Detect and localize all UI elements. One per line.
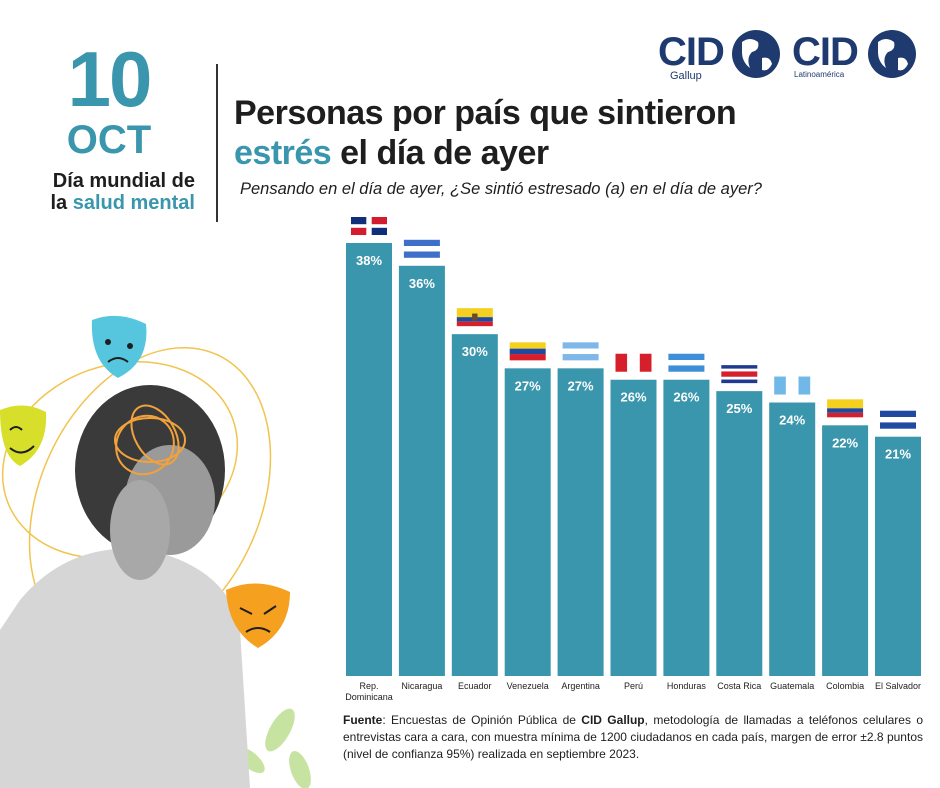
flag-venezuela-icon <box>509 342 546 361</box>
bar <box>557 368 604 676</box>
date-day: 10 <box>67 35 153 123</box>
globe-icon <box>732 30 780 78</box>
source-note: Fuente: Encuestas de Opinión Pública de … <box>343 713 923 761</box>
bar <box>769 402 816 676</box>
flag-el-salvador-icon <box>880 410 916 429</box>
data-label: 30% <box>462 344 488 359</box>
bar <box>504 368 551 676</box>
bar <box>875 436 921 676</box>
sad-mask-icon <box>91 315 147 378</box>
data-label: 38% <box>356 253 382 268</box>
bar <box>451 334 498 676</box>
category-label: Argentina <box>561 681 600 691</box>
survey-question: Pensando en el día de ayer, ¿Se sintió e… <box>240 180 762 198</box>
cid-gallup-logo: CID Gallup <box>658 26 786 82</box>
category-label: Costa Rica <box>717 681 761 691</box>
angry-mask-icon <box>226 583 290 648</box>
data-label: 26% <box>620 390 646 405</box>
event-title-line1: Día mundial de <box>52 170 195 192</box>
data-label: 27% <box>568 378 594 393</box>
data-label: 26% <box>673 390 699 405</box>
cid-latinoamerica-logo: CID Latinoamérica <box>792 26 922 82</box>
bar <box>663 379 710 676</box>
data-label: 25% <box>726 401 752 416</box>
event-title-line2: la salud mental <box>50 192 195 214</box>
data-label: 24% <box>779 413 805 428</box>
happy-mask-icon <box>0 405 47 466</box>
bar <box>716 391 763 676</box>
flag-argentina-icon <box>562 342 599 361</box>
category-label: El Salvador <box>875 681 921 691</box>
chart-title-line2: estrés el día de ayer <box>234 134 549 172</box>
category-label: Honduras <box>667 681 707 691</box>
flag-honduras-icon <box>668 353 705 372</box>
stressed-woman-illustration <box>0 315 311 788</box>
category-label: Guatemala <box>770 681 814 691</box>
flag-guatemala-icon <box>774 376 811 395</box>
bar <box>398 265 445 676</box>
data-label: 27% <box>515 378 541 393</box>
category-label: Colombia <box>826 681 864 691</box>
bar <box>346 243 392 676</box>
data-label: 21% <box>885 447 911 462</box>
date-month: OCT <box>66 118 152 162</box>
flag-nicaragua-icon <box>403 239 440 258</box>
flag-colombia-icon <box>827 399 864 418</box>
globe-icon <box>868 30 916 78</box>
category-label: Venezuela <box>507 681 549 691</box>
category-label: Rep. Dominicana <box>345 681 393 700</box>
bar <box>822 425 869 676</box>
flag-costa-rica-icon <box>721 365 758 384</box>
data-label: 22% <box>832 435 858 450</box>
bar <box>610 379 657 676</box>
category-label: Nicaragua <box>401 681 442 691</box>
category-label: Ecuador <box>458 681 492 691</box>
flag-peru-icon <box>615 353 652 372</box>
flag-dominican-republic-icon <box>351 217 387 235</box>
bar-chart: 38% Rep. Dominicana 36% Nicaragua 30% Ecuador 2… <box>345 217 921 700</box>
category-label: Perú <box>624 681 643 691</box>
data-label: 36% <box>409 276 435 291</box>
chart-title-line1: Personas por país que sintieron <box>234 94 737 132</box>
flag-ecuador-icon <box>456 308 493 327</box>
header-divider <box>216 64 218 222</box>
